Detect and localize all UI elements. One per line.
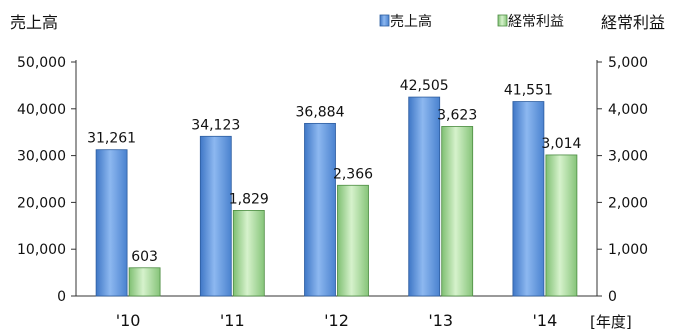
right-tick-label: 3,000 (608, 149, 648, 165)
left-tick-label: 0 (57, 289, 66, 305)
right-tick-label: 2,000 (608, 195, 648, 211)
left-axis-title: 売上高 (10, 13, 58, 32)
x-tick-label: '11 (220, 311, 245, 330)
right-tick-label: 4,000 (608, 102, 648, 118)
profit-bar-value-label: 3,623 (437, 107, 477, 123)
profit-bar-value-label: 603 (131, 249, 158, 265)
bars (95, 96, 578, 297)
bar-value-labels: 31,261 603 34,123 1,829 36,884 2,366 42,505 3,6… (87, 78, 581, 265)
sales-bar (95, 149, 128, 297)
plot-area (75, 60, 598, 297)
x-tick-label: '14 (533, 311, 558, 330)
sales-bar-value-label: 31,261 (87, 131, 136, 147)
left-tick-label: 30,000 (17, 149, 66, 165)
left-axis-ticks: 0 10,000 20,000 30,000 40,000 50,000 (17, 55, 76, 305)
legend-label-sales: 売上高 (390, 13, 432, 30)
right-tick-label: 0 (608, 289, 617, 305)
left-tick-label: 10,000 (17, 242, 66, 258)
sales-bar (304, 122, 336, 297)
profit-bar (232, 210, 265, 297)
x-tick-labels: '10 '11 '12 '13 '14 (116, 311, 558, 330)
profit-bar-value-label: 3,014 (541, 136, 581, 152)
left-tick-label: 40,000 (17, 102, 66, 118)
x-tick-label: '12 (324, 311, 349, 330)
sales-bar-value-label: 36,884 (296, 104, 345, 120)
right-tick-label: 1,000 (608, 242, 648, 258)
right-axis-ticks: 0 1,000 2,000 3,000 4,000 5,000 (597, 55, 648, 305)
left-tick-label: 20,000 (17, 195, 66, 211)
legend: 売上高 経常利益 (379, 13, 564, 30)
sales-bar-value-label: 34,123 (191, 117, 240, 133)
x-tick-label: '10 (116, 311, 141, 330)
profit-bar-value-label: 2,366 (333, 166, 373, 182)
legend-swatch-profit (497, 14, 508, 27)
right-tick-label: 5,000 (608, 55, 648, 71)
sales-bar (512, 101, 545, 297)
profit-bar (128, 267, 161, 297)
right-axis-title: 経常利益 (601, 13, 665, 32)
profit-bar (337, 184, 369, 297)
sales-bar-value-label: 42,505 (400, 78, 449, 94)
x-tick-label: '13 (428, 311, 453, 330)
legend-swatch-sales (379, 14, 390, 27)
profit-bar-value-label: 1,829 (229, 191, 269, 207)
x-axis-title: [年度] (590, 313, 632, 331)
profit-bar (545, 154, 578, 297)
sales-bar-value-label: 41,551 (504, 83, 553, 99)
legend-label-profit: 経常利益 (508, 14, 564, 30)
sales-bar (199, 135, 232, 297)
left-tick-label: 50,000 (17, 55, 66, 71)
profit-bar (441, 126, 474, 297)
sales-bar (408, 96, 441, 297)
